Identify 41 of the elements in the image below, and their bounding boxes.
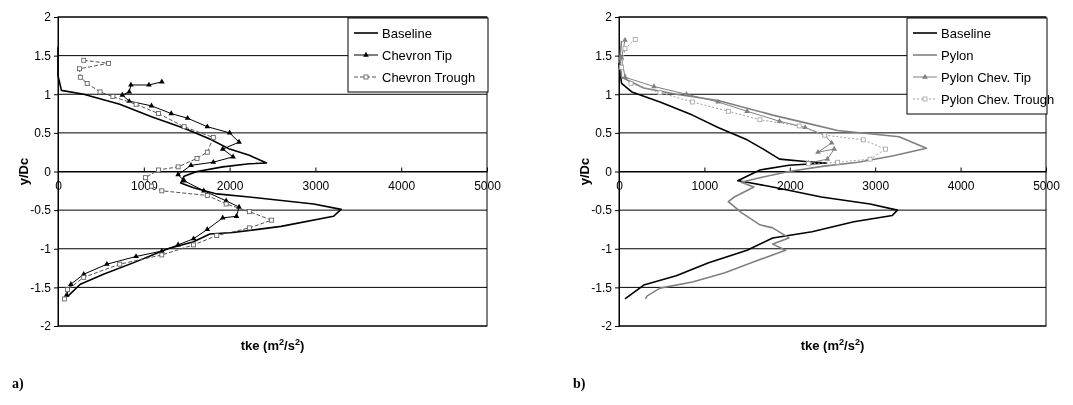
y-tick-label: 1	[44, 87, 52, 102]
y-tick-label: 2	[44, 10, 52, 25]
text: a)	[12, 376, 24, 392]
x-tick-label: 3000	[302, 179, 330, 194]
x-tick-label: 4000	[947, 179, 975, 194]
x-tick-label: 5000	[474, 179, 502, 194]
y-tick-label: -1	[601, 242, 613, 257]
legend-label: Chevron Trough	[382, 70, 476, 85]
x-tick-label: 2000	[776, 179, 804, 194]
x-tick-label: 5000	[1033, 179, 1061, 194]
y-tick-label: -0.5	[30, 203, 52, 218]
legend-label: Baseline	[382, 26, 432, 41]
y-tick-label: 1	[605, 87, 613, 102]
x-tick-label: 1000	[691, 179, 719, 194]
y-tick-label: -1.5	[30, 280, 52, 295]
legend-label: Pylon Chev. Trough	[941, 92, 1055, 107]
x-axis-title: tke (m$^{2}$/s$^{2}$)	[800, 337, 865, 353]
x-tick-label: 4000	[388, 179, 416, 194]
x-tick-label: 2000	[216, 179, 244, 194]
x-axis-title: tke (m$^{2}$/s$^{2}$)	[240, 337, 305, 353]
y-tick-label: -1	[40, 242, 52, 257]
y-tick-label: -2	[40, 319, 52, 334]
x-tick-label: 1000	[130, 179, 158, 194]
y-tick-label: 0.5	[595, 126, 613, 141]
y-tick-label: 0	[605, 164, 613, 179]
legend-label: Chevron Tip	[382, 48, 453, 63]
text: b)	[573, 376, 586, 392]
y-tick-label: 0	[44, 164, 52, 179]
y-axis-title: y/Dc	[16, 157, 31, 186]
x-tick-label: 3000	[862, 179, 890, 194]
y-tick-label: -2	[601, 319, 613, 334]
y-tick-label: 1.5	[595, 48, 613, 63]
legend-label: Pylon	[941, 48, 974, 63]
y-tick-label: 2	[605, 10, 613, 25]
legend-label: Pylon Chev. Tip	[941, 70, 1032, 85]
y-tick-label: -1.5	[591, 280, 613, 295]
y-tick-label: -0.5	[591, 203, 613, 218]
y-tick-label: 0.5	[34, 126, 52, 141]
legend-label: Baseline	[941, 26, 991, 41]
y-tick-label: 1.5	[34, 48, 52, 63]
y-axis-title: y/Dc	[577, 157, 592, 186]
